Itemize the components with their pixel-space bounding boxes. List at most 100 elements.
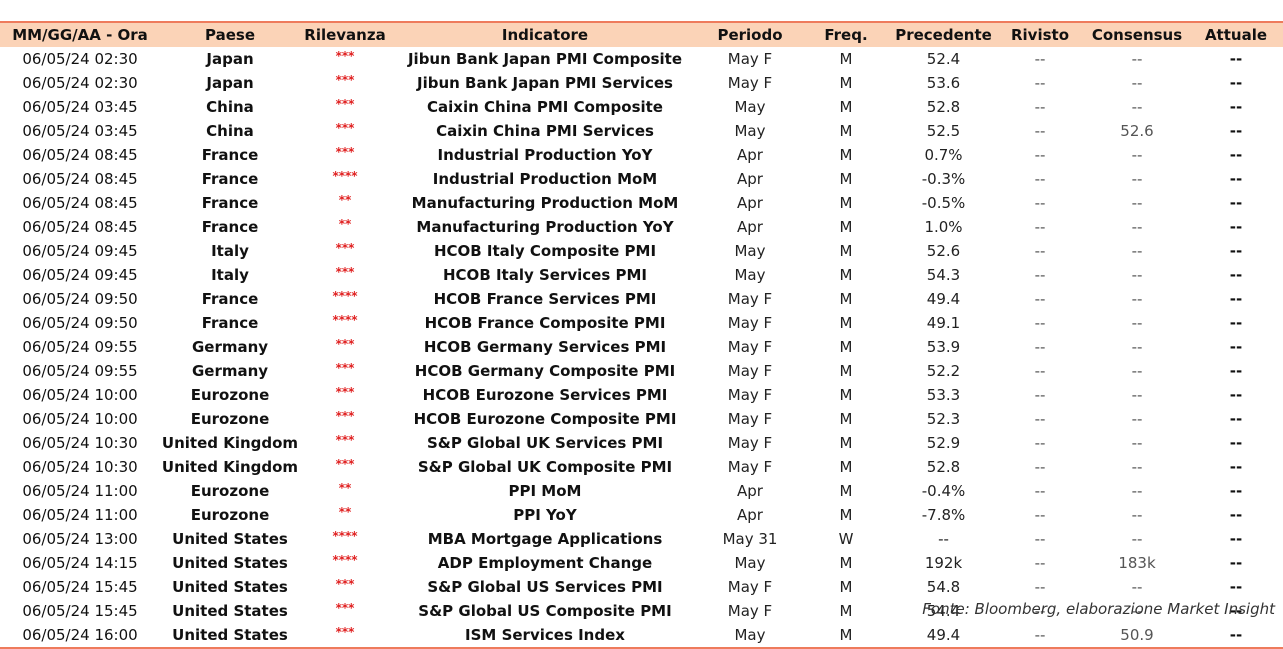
actual-cell: -- — [1229, 146, 1243, 164]
frequency-cell: M — [839, 242, 853, 260]
table-row: 06/05/24 15:45 United States *** S&P Global… — [0, 575, 1283, 599]
period-cell: May F — [727, 338, 773, 356]
indicator-cell: Caixin China PMI Composite — [427, 98, 663, 116]
consensus-cell: 52.6 — [1120, 122, 1154, 140]
frequency-cell: M — [839, 338, 853, 356]
previous-cell: -- — [938, 530, 949, 548]
relevance-cell: *** — [335, 577, 355, 591]
actual-cell: -- — [1189, 623, 1283, 649]
indicator-cell: MBA Mortgage Applications — [427, 530, 663, 548]
relevance-cell: *** — [335, 97, 355, 111]
date-time-cell: 06/05/24 15:45 — [22, 578, 138, 596]
period-cell: May F — [727, 290, 773, 308]
revised-cell: -- — [1034, 362, 1046, 380]
date-time-cell: 06/05/24 03:45 — [22, 98, 138, 116]
column-header: Paese — [160, 21, 300, 47]
table-body: 06/05/24 02:30 Japan *** Jibun Bank Japan P… — [0, 47, 1283, 649]
actual-cell: -- — [1229, 314, 1243, 332]
country-cell: France — [201, 170, 259, 188]
revised-cell: -- — [1034, 314, 1046, 332]
period-cell: May F — [727, 50, 773, 68]
date-time-cell: 06/05/24 11:00 — [22, 482, 138, 500]
country-cell: Eurozone — [190, 482, 270, 500]
frequency-cell: M — [839, 434, 853, 452]
revised-cell: -- — [1034, 218, 1046, 236]
country-cell: France — [201, 194, 259, 212]
date-time-cell: 06/05/24 08:45 — [22, 170, 138, 188]
date-time-cell: 06/05/24 09:50 — [22, 290, 138, 308]
frequency-cell: M — [839, 314, 853, 332]
revised-cell: -- — [1034, 122, 1046, 140]
country-cell: China — [206, 122, 254, 140]
table-row: 06/05/24 10:30 United Kingdom *** S&P Globa… — [0, 455, 1283, 479]
period-cell: May — [734, 266, 766, 284]
revised-cell: -- — [1034, 170, 1046, 188]
table-row: 06/05/24 10:30 United Kingdom *** S&P Globa… — [0, 431, 1283, 455]
table-row: 06/05/24 11:00 Eurozone ** PPI YoY Apr M -7.8%… — [0, 503, 1283, 527]
previous-cell: 192k — [924, 554, 963, 572]
indicator-cell: Manufacturing Production MoM — [411, 194, 679, 212]
frequency-cell: M — [839, 602, 853, 620]
actual-cell: -- — [1229, 434, 1243, 452]
indicator-cell: PPI MoM — [508, 482, 582, 500]
revised-cell: -- — [1034, 50, 1046, 68]
country-cell: United States — [172, 578, 288, 596]
table-row: 06/05/24 02:30 Japan *** Jibun Bank Japan P… — [0, 47, 1283, 71]
date-time-cell: 06/05/24 09:50 — [22, 314, 138, 332]
previous-cell: 53.3 — [926, 386, 961, 404]
indicator-cell: Industrial Production YoY — [437, 146, 653, 164]
consensus-cell: -- — [1131, 50, 1143, 68]
actual-cell: -- — [1229, 74, 1243, 92]
period-cell: May — [700, 623, 800, 649]
consensus-cell: -- — [1131, 386, 1143, 404]
table-row: 06/05/24 14:15 United States **** ADP Emplo… — [0, 551, 1283, 575]
previous-cell: -0.3% — [921, 170, 966, 188]
frequency-cell: M — [839, 122, 853, 140]
country-cell: Japan — [206, 50, 254, 68]
indicator-cell: Jibun Bank Japan PMI Composite — [407, 50, 683, 68]
actual-cell: -- — [1229, 338, 1243, 356]
consensus-cell: -- — [1131, 98, 1143, 116]
indicator-cell: ADP Employment Change — [437, 554, 653, 572]
country-cell: France — [201, 290, 259, 308]
previous-cell: 1.0% — [924, 218, 963, 236]
country-cell: United Kingdom — [161, 458, 299, 476]
table-row: 06/05/24 09:55 Germany *** HCOB Germany Ser… — [0, 335, 1283, 359]
previous-cell: 0.7% — [924, 146, 963, 164]
previous-cell: 52.3 — [926, 410, 961, 428]
frequency-cell: M — [839, 578, 853, 596]
period-cell: May F — [727, 578, 773, 596]
consensus-cell: -- — [1131, 602, 1143, 620]
consensus-cell: -- — [1131, 434, 1143, 452]
table-row: 06/05/24 13:00 United States **** MBA Mortg… — [0, 527, 1283, 551]
period-cell: May F — [727, 410, 773, 428]
country-cell: United States — [172, 602, 288, 620]
actual-cell: -- — [1229, 122, 1243, 140]
frequency-cell: M — [839, 218, 853, 236]
calendar: MM/GG/AA - Ora Paese Rilevanza Indicatore Pe… — [0, 21, 1283, 649]
consensus-cell: -- — [1131, 338, 1143, 356]
previous-cell: 52.8 — [926, 458, 961, 476]
indicator-cell: HCOB Eurozone Composite PMI — [413, 410, 677, 428]
date-time-cell: 06/05/24 15:45 — [22, 602, 138, 620]
consensus-cell: -- — [1131, 578, 1143, 596]
relevance-cell: ** — [338, 193, 352, 207]
column-header: Rivisto — [995, 21, 1085, 47]
previous-cell: 54.8 — [926, 578, 961, 596]
table-row: 06/05/24 16:00 United States *** ISM Servic… — [0, 623, 1283, 649]
period-cell: May F — [727, 458, 773, 476]
consensus-cell: -- — [1131, 266, 1143, 284]
date-time-cell: 06/05/24 03:45 — [22, 122, 138, 140]
relevance-cell: *** — [335, 409, 355, 423]
table-row: 06/05/24 09:45 Italy *** HCOB Italy Composi… — [0, 239, 1283, 263]
table-row: 06/05/24 03:45 China *** Caixin China PMI S… — [0, 119, 1283, 143]
revised-cell: -- — [1034, 506, 1046, 524]
revised-cell: -- — [1034, 194, 1046, 212]
frequency-cell: M — [839, 290, 853, 308]
actual-cell: -- — [1229, 602, 1243, 620]
table-row: 06/05/24 09:50 France **** HCOB France Comp… — [0, 311, 1283, 335]
date-time-cell: 06/05/24 10:30 — [22, 458, 138, 476]
indicator-cell: HCOB Italy Services PMI — [443, 266, 647, 284]
relevance-cell: *** — [335, 433, 355, 447]
period-cell: May F — [727, 74, 773, 92]
